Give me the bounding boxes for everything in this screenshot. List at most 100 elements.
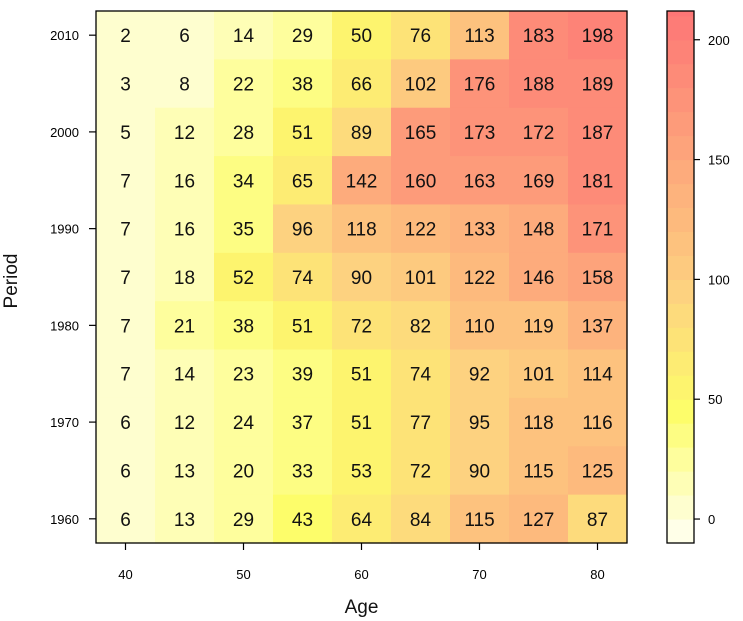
heatmap-cell xyxy=(450,59,510,109)
heatmap-cell xyxy=(568,446,628,496)
cell-value-label: 115 xyxy=(464,510,494,531)
heatmap-cell xyxy=(509,349,569,399)
heatmap-cell xyxy=(155,494,215,544)
heatmap-cell xyxy=(509,252,569,302)
cell-value-label: 137 xyxy=(582,316,614,337)
cell-value-label: 101 xyxy=(405,268,437,289)
cell-value-label: 110 xyxy=(464,316,494,337)
heatmap-cell xyxy=(391,349,451,399)
heatmap-cell xyxy=(568,11,628,60)
colorbar-bin xyxy=(667,255,694,280)
heatmap-cell xyxy=(273,107,333,157)
cell-value-label: 14 xyxy=(233,26,255,47)
cell-value-label: 148 xyxy=(523,220,555,241)
heatmap-cell xyxy=(273,204,333,254)
heatmap-cell xyxy=(273,11,333,60)
heatmap-cell xyxy=(96,156,156,206)
heatmap-cell xyxy=(391,156,451,206)
heatmap-cell xyxy=(450,204,510,254)
heatmap-cell xyxy=(214,397,274,447)
cell-value-label: 122 xyxy=(464,268,496,289)
heatmap-cell xyxy=(332,397,392,447)
heatmap-cell xyxy=(155,59,215,109)
heatmap-cell xyxy=(332,59,392,109)
heatmap-cell xyxy=(155,301,215,351)
heatmap-cell xyxy=(332,494,392,544)
heatmap-cell xyxy=(273,446,333,496)
y-tick-label: 1960 xyxy=(50,512,79,527)
heatmap-cell xyxy=(332,349,392,399)
cell-value-label: 2 xyxy=(120,26,131,47)
cell-value-label: 12 xyxy=(174,413,195,434)
heatmap-cell xyxy=(214,204,274,254)
heatmap-cell xyxy=(450,107,510,157)
heatmap-cell xyxy=(391,107,451,157)
colorbar-bin xyxy=(667,351,694,376)
cell-value-label: 119 xyxy=(523,316,553,337)
heatmap-cell xyxy=(450,494,510,544)
cell-value-label: 7 xyxy=(120,220,131,241)
heatmap-cell xyxy=(509,59,569,109)
heatmap-cell xyxy=(450,397,510,447)
colorbar-bin xyxy=(667,207,694,232)
heatmap-cell xyxy=(214,11,274,60)
cell-value-label: 188 xyxy=(523,75,555,96)
y-tick-label: 1980 xyxy=(50,318,79,333)
cell-value-label: 6 xyxy=(179,26,190,47)
heatmap-cell xyxy=(509,397,569,447)
heatmap-cell xyxy=(155,11,215,60)
colorbar-bin xyxy=(667,135,694,161)
heatmap-cells xyxy=(96,11,628,544)
cell-value-label: 92 xyxy=(469,365,490,386)
heatmap-cell xyxy=(96,204,156,254)
cell-value-label: 101 xyxy=(523,365,555,386)
heatmap-cell xyxy=(96,252,156,302)
x-tick-label: 60 xyxy=(354,567,368,582)
cell-value-label: 90 xyxy=(469,461,490,482)
cell-value-label: 8 xyxy=(179,75,190,96)
heatmap-cell xyxy=(450,252,510,302)
heatmap-cell xyxy=(568,397,628,447)
heatmap-cell xyxy=(273,156,333,206)
heatmap-cell xyxy=(155,252,215,302)
cell-value-label: 176 xyxy=(464,75,496,96)
y-axis-title: Period xyxy=(1,254,22,309)
heatmap-cell xyxy=(96,107,156,157)
heatmap-cell xyxy=(391,11,451,60)
heatmap-cell xyxy=(155,204,215,254)
cell-value-label: 158 xyxy=(582,268,614,289)
cell-value-label: 115 xyxy=(523,461,553,482)
cell-value-label: 64 xyxy=(351,510,373,531)
cell-value-label: 127 xyxy=(523,510,555,531)
colorbar-bin xyxy=(667,159,694,185)
cell-value-label: 95 xyxy=(469,413,490,434)
cell-value-label: 6 xyxy=(120,461,131,482)
colorbar-bin xyxy=(667,471,694,496)
cell-value-label: 133 xyxy=(464,220,496,241)
heatmap-cell xyxy=(391,397,451,447)
cell-value-label: 118 xyxy=(346,220,376,241)
cell-value-label: 7 xyxy=(120,171,131,192)
colorbar-bin xyxy=(667,87,694,113)
cell-value-label: 33 xyxy=(292,461,313,482)
cell-value-label: 13 xyxy=(174,461,195,482)
cell-value-label: 90 xyxy=(351,268,372,289)
cell-value-label: 89 xyxy=(351,123,372,144)
cell-value-label: 51 xyxy=(292,123,313,144)
cell-value-label: 163 xyxy=(464,171,496,192)
cell-value-label: 24 xyxy=(233,413,255,434)
cell-value-label: 13 xyxy=(174,510,195,531)
cell-value-label: 171 xyxy=(582,220,614,241)
cell-value-label: 198 xyxy=(582,26,614,47)
colorbar-tick-label: 50 xyxy=(708,392,722,407)
colorbar-bin xyxy=(667,447,694,472)
cell-value-label: 142 xyxy=(346,171,378,192)
colorbar-bin xyxy=(667,423,694,448)
cell-value-label: 118 xyxy=(523,413,553,434)
colorbar-tick-label: 200 xyxy=(708,33,730,48)
x-tick-label: 80 xyxy=(590,567,604,582)
cell-value-label: 165 xyxy=(405,123,437,144)
cell-value-label: 50 xyxy=(351,26,372,47)
